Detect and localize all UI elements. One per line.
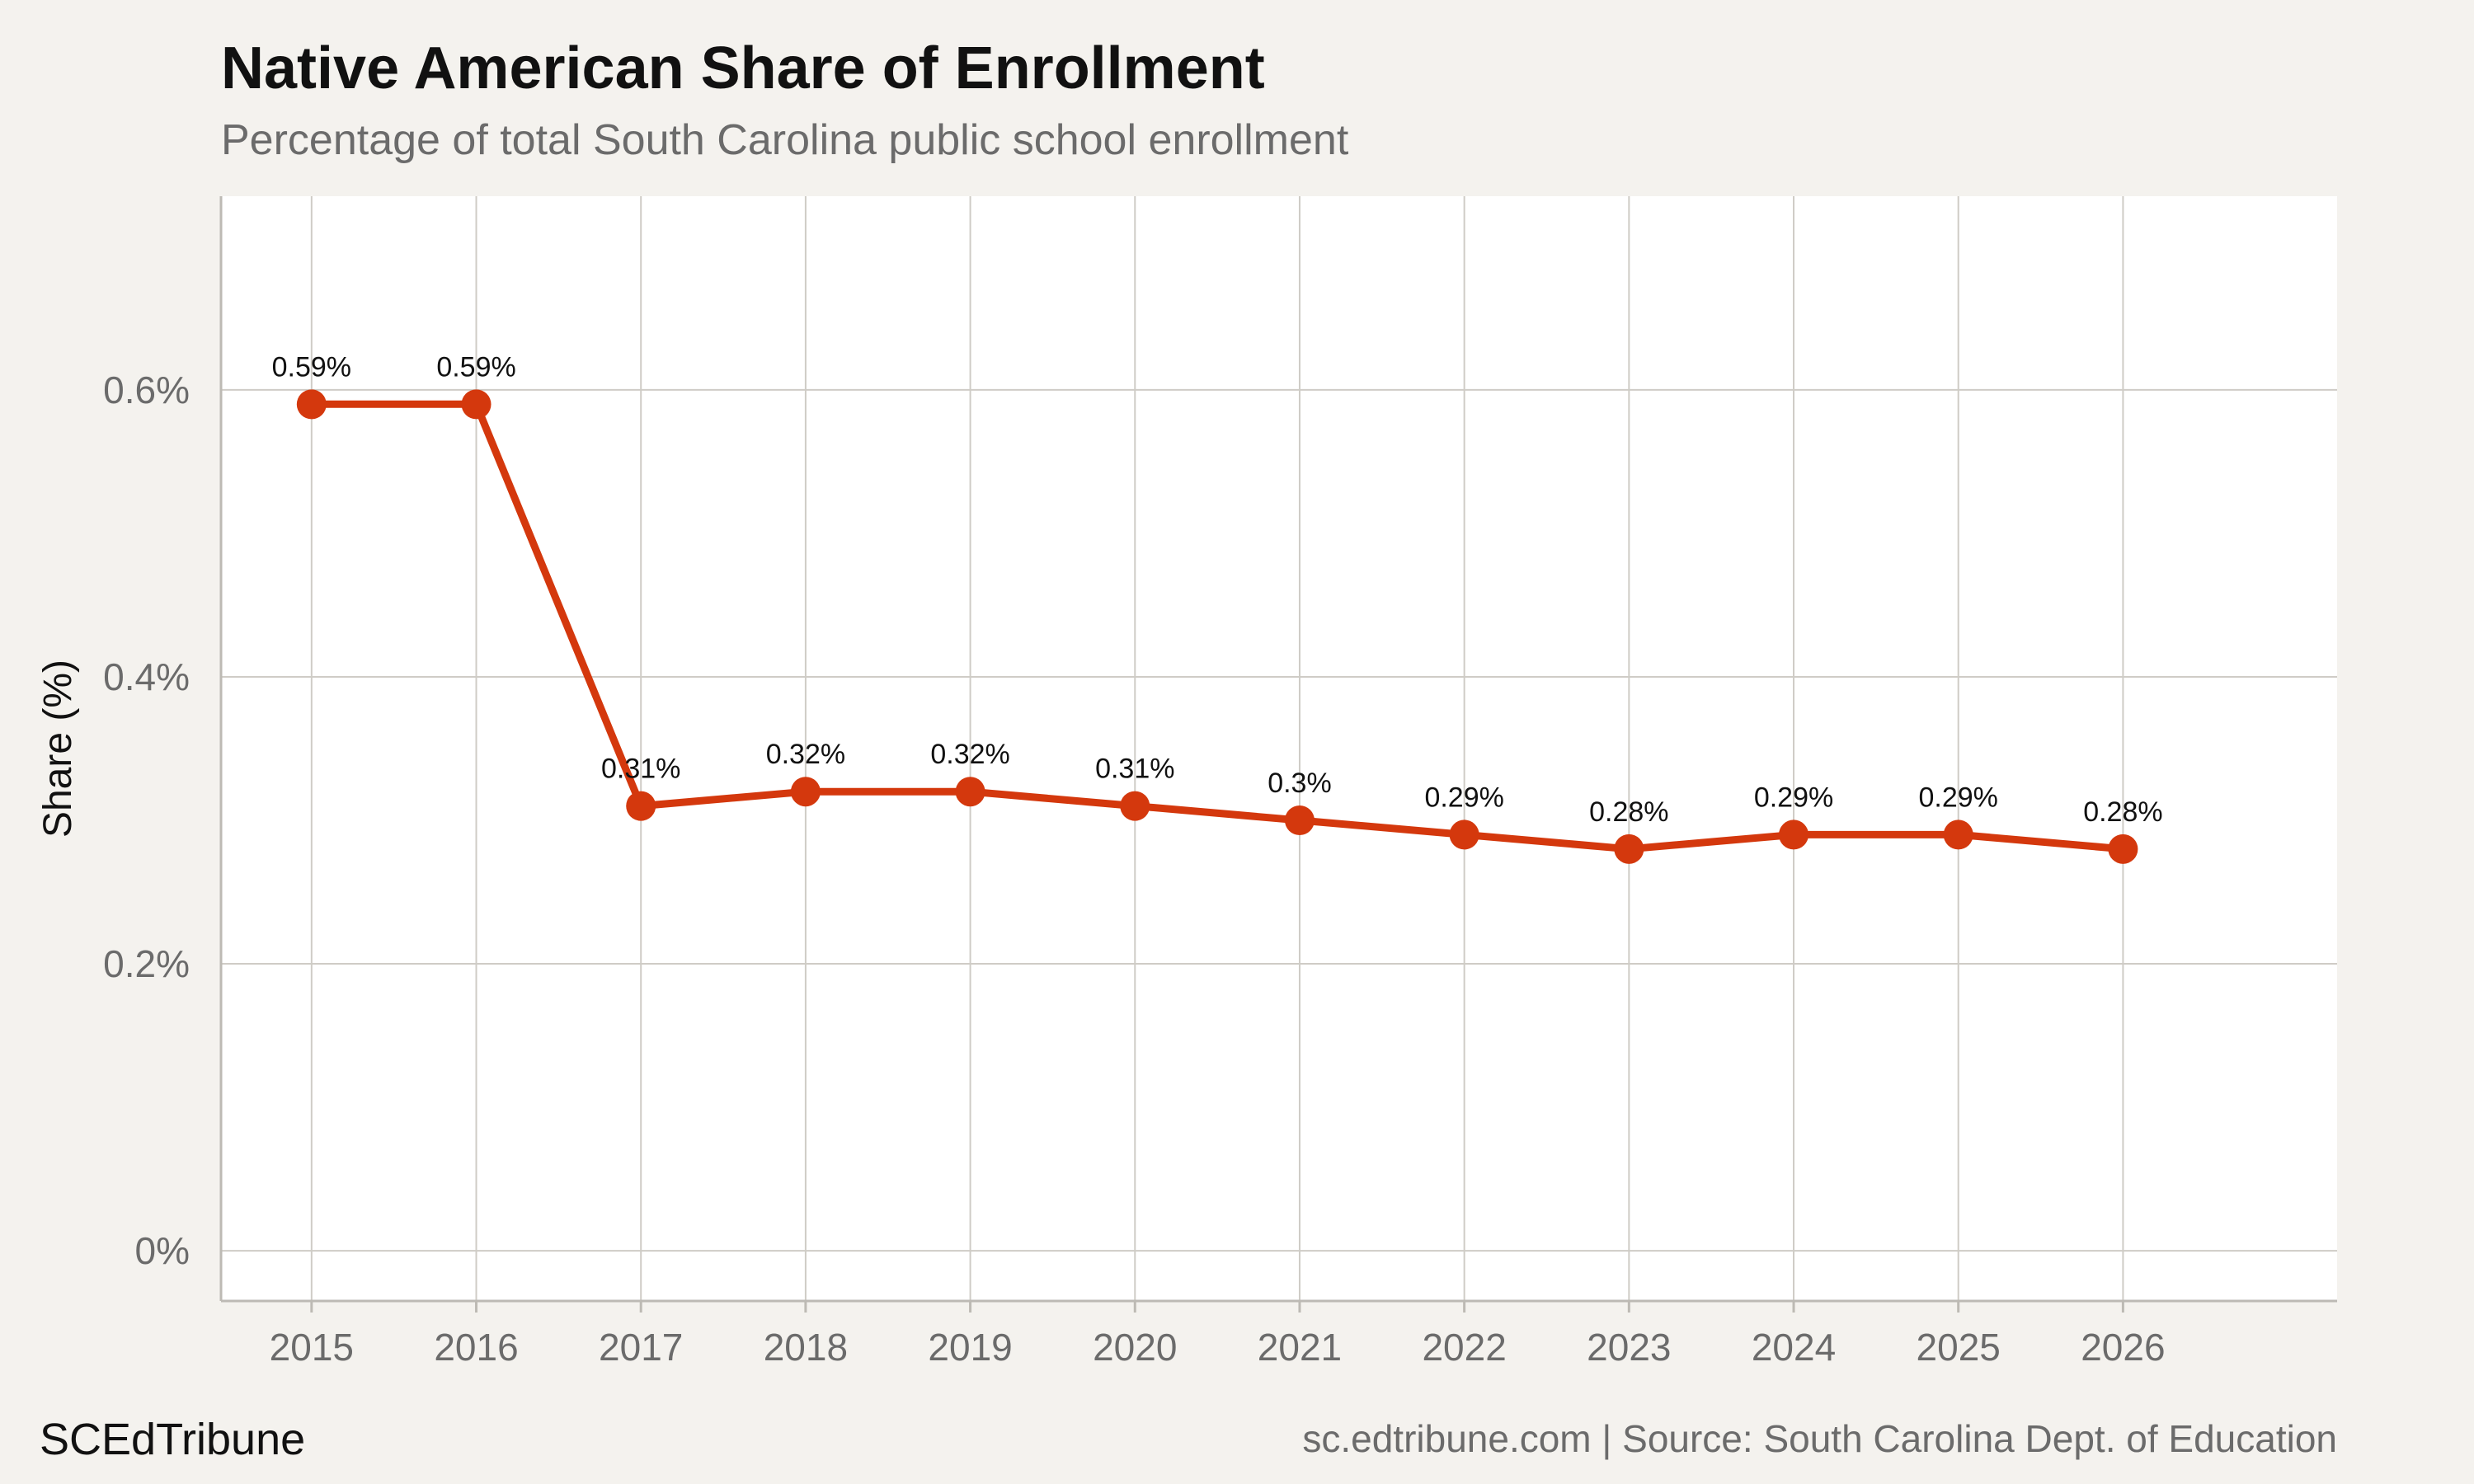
data-label: 0.31% bbox=[1095, 754, 1174, 785]
x-tick-label: 2024 bbox=[1752, 1326, 1836, 1369]
y-tick-label: 0.6% bbox=[103, 369, 190, 411]
data-point bbox=[1449, 819, 1479, 850]
data-label: 0.28% bbox=[2083, 796, 2162, 828]
x-tick-label: 2016 bbox=[434, 1326, 518, 1369]
data-point bbox=[2108, 834, 2138, 864]
y-axis-title: Share (%) bbox=[36, 660, 80, 838]
data-point bbox=[1614, 834, 1644, 864]
data-point bbox=[296, 389, 327, 420]
x-tick-label: 2021 bbox=[1258, 1326, 1342, 1369]
data-label: 0.29% bbox=[1754, 782, 1833, 813]
data-point bbox=[955, 777, 985, 807]
data-label: 0.32% bbox=[766, 739, 845, 770]
data-points bbox=[296, 389, 2138, 864]
x-tick-label: 2022 bbox=[1422, 1326, 1506, 1369]
source-credit: sc.edtribune.com | Source: South Carolin… bbox=[1302, 1417, 2337, 1460]
plot-panel bbox=[221, 196, 2337, 1301]
x-tick-label: 2015 bbox=[270, 1326, 354, 1369]
data-point bbox=[1284, 805, 1315, 836]
data-point bbox=[1779, 819, 1809, 850]
data-point bbox=[626, 791, 656, 821]
brand-name: SCEdTribune bbox=[40, 1415, 306, 1464]
data-label: 0.31% bbox=[601, 754, 680, 785]
grid-lines bbox=[221, 196, 2337, 1301]
x-tick-label: 2017 bbox=[599, 1326, 683, 1369]
data-label: 0.59% bbox=[436, 351, 515, 383]
data-point bbox=[461, 389, 492, 420]
share-series-line bbox=[308, 400, 2127, 853]
x-tick-labels: 2015 2016 2017 2018 2019 2020 2021 2022 2023 2024… bbox=[270, 1301, 2166, 1369]
data-label: 0.59% bbox=[272, 351, 351, 383]
x-tick-label: 2026 bbox=[2081, 1326, 2165, 1369]
data-point bbox=[1943, 819, 1973, 850]
data-label: 0.29% bbox=[1919, 782, 1998, 813]
x-tick-label: 2019 bbox=[928, 1326, 1012, 1369]
x-tick-label: 2025 bbox=[1917, 1326, 2001, 1369]
y-tick-label: 0.4% bbox=[103, 655, 190, 698]
x-tick-label: 2020 bbox=[1093, 1326, 1177, 1369]
y-tick-labels: 0% 0.2% 0.4% 0.6% bbox=[103, 369, 190, 1272]
data-point bbox=[790, 777, 821, 807]
data-label: 0.3% bbox=[1268, 768, 1332, 799]
data-label: 0.32% bbox=[930, 739, 1009, 770]
chart-subtitle: Percentage of total South Carolina publi… bbox=[221, 116, 1349, 164]
y-tick-label: 0% bbox=[135, 1229, 190, 1272]
data-label: 0.29% bbox=[1424, 782, 1503, 813]
data-label: 0.28% bbox=[1589, 796, 1668, 828]
data-labels: 0.59% 0.59% 0.31% 0.32% 0.32% 0.31% 0.3% 0.29% 0… bbox=[272, 351, 2163, 827]
x-tick-label: 2018 bbox=[764, 1326, 848, 1369]
y-tick-label: 0.2% bbox=[103, 942, 190, 985]
x-tick-label: 2023 bbox=[1587, 1326, 1671, 1369]
chart-title: Native American Share of Enrollment bbox=[221, 35, 1265, 101]
data-point bbox=[1120, 791, 1150, 821]
